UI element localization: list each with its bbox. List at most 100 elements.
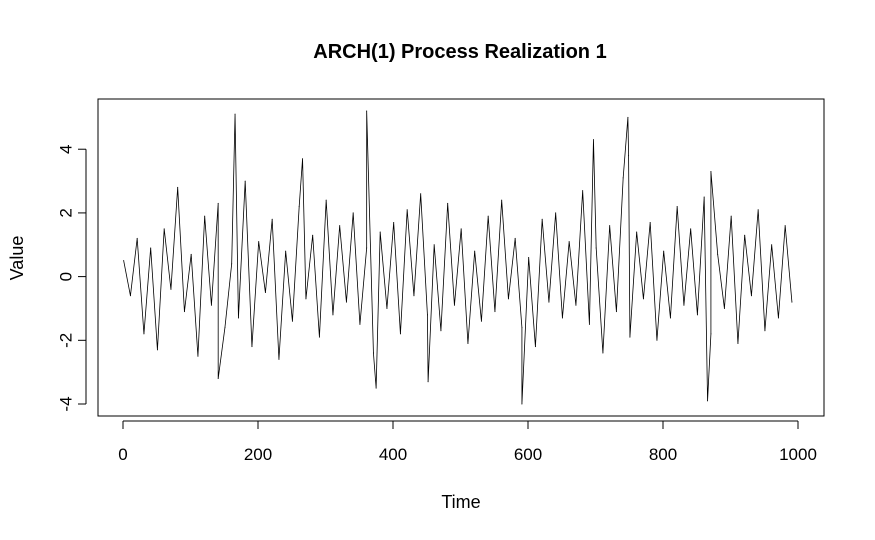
data-point <box>386 307 388 309</box>
data-point <box>177 186 179 188</box>
data-point <box>627 116 629 118</box>
data-point <box>150 247 152 249</box>
data-point <box>764 330 766 332</box>
data-point <box>453 304 455 306</box>
data-point <box>210 304 212 306</box>
data-point <box>528 257 530 258</box>
data-point <box>592 139 594 141</box>
data-point <box>629 336 631 338</box>
x-tick-label: 400 <box>379 445 407 464</box>
data-point <box>548 301 550 303</box>
data-point <box>663 250 665 252</box>
data-point <box>170 288 172 290</box>
series-layer <box>123 110 793 405</box>
data-point <box>717 253 719 255</box>
x-tick-label: 1000 <box>779 445 817 464</box>
data-point <box>710 171 712 173</box>
data-point <box>393 221 395 223</box>
data-point <box>494 311 496 313</box>
data-point <box>737 342 739 344</box>
data-point <box>433 244 435 246</box>
data-point <box>480 320 482 322</box>
data-point <box>609 225 611 227</box>
data-point <box>568 241 570 243</box>
data-point <box>318 336 320 338</box>
data-point <box>359 323 361 325</box>
data-point <box>561 317 563 319</box>
data-point <box>427 381 429 383</box>
x-axis-label: Time <box>441 492 480 512</box>
data-point <box>379 231 381 233</box>
data-point <box>366 110 368 112</box>
data-point <box>264 292 266 294</box>
data-point <box>710 333 712 335</box>
data-point <box>750 295 752 297</box>
data-point <box>325 199 327 201</box>
data-point <box>521 403 523 405</box>
data-point <box>467 342 469 344</box>
data-point <box>332 314 334 316</box>
data-point <box>204 215 206 217</box>
data-point <box>156 349 158 351</box>
data-point <box>541 218 543 220</box>
data-point <box>426 314 428 316</box>
data-point <box>197 355 199 357</box>
data-point <box>217 378 219 380</box>
data-point <box>555 212 557 214</box>
x-tick-label: 600 <box>514 445 542 464</box>
data-point <box>312 234 314 236</box>
y-axis: -4 -2 0 2 4 <box>56 144 87 412</box>
x-tick-label: 200 <box>244 445 272 464</box>
data-point <box>305 298 307 300</box>
data-point <box>474 250 476 252</box>
data-point <box>602 352 604 354</box>
data-point <box>123 260 125 262</box>
y-tick-label: 0 <box>56 272 75 281</box>
data-point <box>514 237 516 239</box>
data-point <box>730 215 732 217</box>
data-point <box>507 298 509 300</box>
data-point <box>163 228 165 230</box>
y-tick-label: 2 <box>56 208 75 217</box>
data-point <box>447 202 449 204</box>
data-point <box>723 307 725 309</box>
data-point <box>615 311 617 313</box>
data-point <box>595 247 597 249</box>
data-point <box>582 190 584 192</box>
data-point <box>440 330 442 332</box>
series-line <box>123 110 793 405</box>
data-point <box>791 301 793 303</box>
data-point <box>136 237 138 239</box>
data-point <box>534 346 536 348</box>
data-point <box>129 295 131 297</box>
data-point <box>460 228 462 230</box>
data-point <box>291 320 293 322</box>
data-point <box>744 234 746 236</box>
plot-frame <box>97 98 825 417</box>
data-point <box>224 327 226 329</box>
y-tick-label: 4 <box>56 144 75 153</box>
y-axis-label: Value <box>7 236 27 281</box>
data-point <box>237 317 239 319</box>
data-point <box>302 158 304 160</box>
data-point <box>707 400 709 402</box>
data-point <box>234 113 236 115</box>
data-point <box>298 206 300 208</box>
data-point <box>190 253 192 255</box>
data-point <box>399 333 401 335</box>
data-point <box>366 247 368 249</box>
chart-title: ARCH(1) Process Realization 1 <box>313 41 606 63</box>
data-point <box>649 221 651 223</box>
y-tick-label: -4 <box>56 396 75 411</box>
data-point <box>521 327 523 329</box>
data-point <box>696 314 698 316</box>
x-axis: 0 200 400 600 800 1000 <box>118 420 817 464</box>
data-point <box>339 225 341 227</box>
data-point <box>676 206 678 208</box>
data-point <box>375 387 377 389</box>
data-point <box>642 298 644 300</box>
data-point <box>406 209 408 211</box>
data-point <box>487 215 489 217</box>
x-tick-label: 0 <box>118 445 127 464</box>
